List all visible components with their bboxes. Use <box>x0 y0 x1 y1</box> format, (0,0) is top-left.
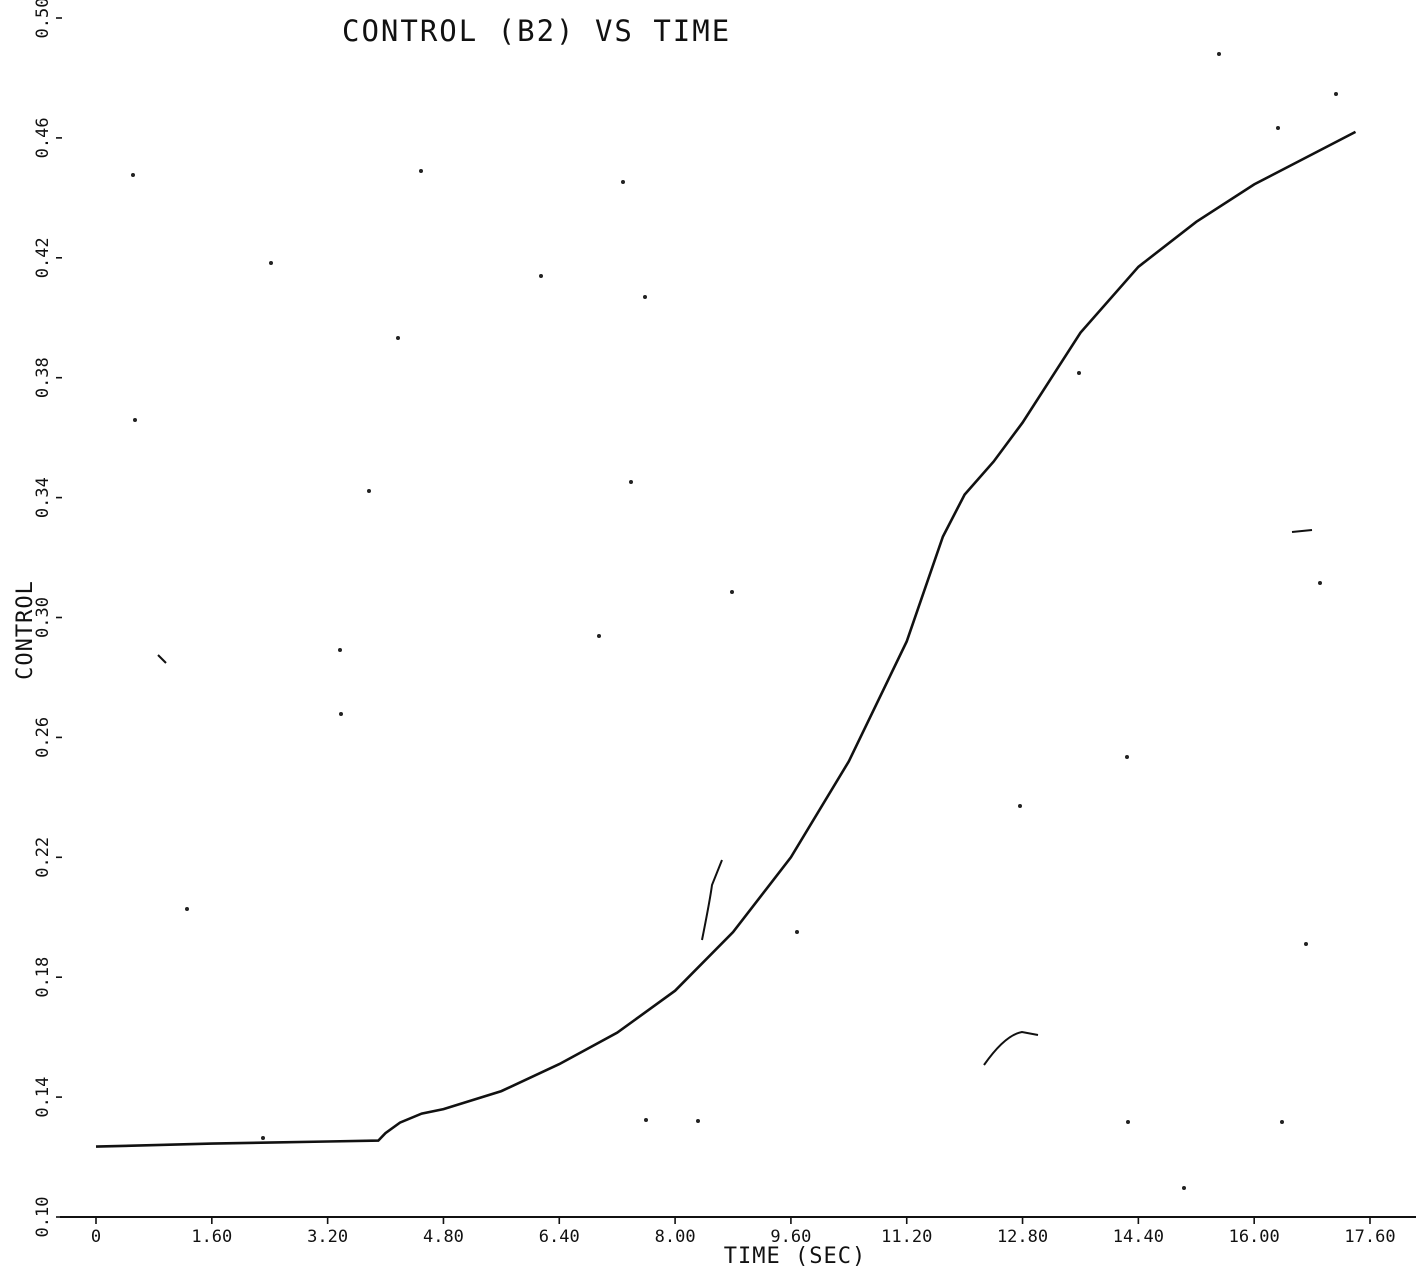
scan-speck <box>338 648 342 652</box>
series-group <box>95 130 1357 1148</box>
series-line <box>95 130 1357 1148</box>
scan-speck <box>1182 1186 1186 1190</box>
scan-speck <box>133 418 137 422</box>
scan-stroke <box>701 859 723 941</box>
x-axis-label: TIME (SEC) <box>724 1244 866 1269</box>
scan-speck <box>339 712 343 716</box>
y-tick-label: 0.22 <box>33 837 53 878</box>
scan-stroke <box>157 654 167 664</box>
x-tick-label: 3.20 <box>307 1227 348 1247</box>
x-tick-label: 16.00 <box>1229 1227 1280 1247</box>
scan-speck <box>419 169 423 173</box>
scan-speck <box>730 590 734 594</box>
x-tick-label: 9.60 <box>770 1227 811 1247</box>
y-tick-label: 0.26 <box>33 717 53 758</box>
y-tick-label: 0.30 <box>33 597 53 638</box>
y-tick-label: 0.38 <box>33 357 53 398</box>
scan-speck <box>269 261 273 265</box>
x-tick-label: 4.80 <box>423 1227 464 1247</box>
y-tick-label: 0.14 <box>33 1077 53 1118</box>
y-tick-label: 0.50 <box>33 0 53 38</box>
scan-speck <box>1318 581 1322 585</box>
scan-stroke <box>1291 529 1313 533</box>
scan-speck <box>539 274 543 278</box>
y-tick-label: 0.46 <box>33 117 53 158</box>
scan-stroke <box>983 1030 1039 1066</box>
scan-speck <box>1276 126 1280 130</box>
y-axis-label: CONTROL <box>13 580 38 680</box>
scan-speck <box>1304 942 1308 946</box>
scan-speck <box>1018 804 1022 808</box>
scan-speck <box>795 930 799 934</box>
x-tick-label: 1.60 <box>191 1227 232 1247</box>
scan-speck <box>131 173 135 177</box>
scan-speck <box>696 1119 700 1123</box>
scan-speck <box>367 489 371 493</box>
y-tick-label: 0.10 <box>33 1197 53 1238</box>
scan-speck <box>1126 1120 1130 1124</box>
scan-speck <box>1077 371 1081 375</box>
chart-title: CONTROL (B2) VS TIME <box>342 14 731 48</box>
scan-speck <box>1334 92 1338 96</box>
scan-speck <box>597 634 601 638</box>
scan-speck <box>643 295 647 299</box>
scan-specks <box>131 52 1338 1190</box>
scan-speck <box>1280 1120 1284 1124</box>
scan-speck <box>1217 52 1221 56</box>
x-tick-label: 0 <box>91 1227 101 1247</box>
scan-speck <box>629 480 633 484</box>
scan-speck <box>644 1118 648 1122</box>
x-tick-label: 17.60 <box>1344 1227 1395 1247</box>
scan-speck <box>185 907 189 911</box>
x-ticks: 0 1.60 3.20 4.80 6.40 8.00 9.60 11.20 12.80 14.40… <box>91 1217 1396 1247</box>
x-tick-label: 6.40 <box>539 1227 580 1247</box>
y-tick-label: 0.42 <box>33 237 53 278</box>
scan-speck <box>261 1136 265 1140</box>
x-tick-label: 14.40 <box>1113 1227 1164 1247</box>
scan-speck <box>1125 755 1129 759</box>
x-tick-label: 8.00 <box>655 1227 696 1247</box>
y-tick-label: 0.18 <box>33 957 53 998</box>
y-tick-label: 0.34 <box>33 477 53 518</box>
scan-speck <box>621 180 625 184</box>
scan-speck <box>396 336 400 340</box>
y-ticks: 0.10 0.14 0.18 0.22 0.26 0.30 0.34 0.38 0.42 0.46… <box>33 0 62 1237</box>
x-tick-label: 11.20 <box>881 1227 932 1247</box>
x-tick-label: 12.80 <box>997 1227 1048 1247</box>
